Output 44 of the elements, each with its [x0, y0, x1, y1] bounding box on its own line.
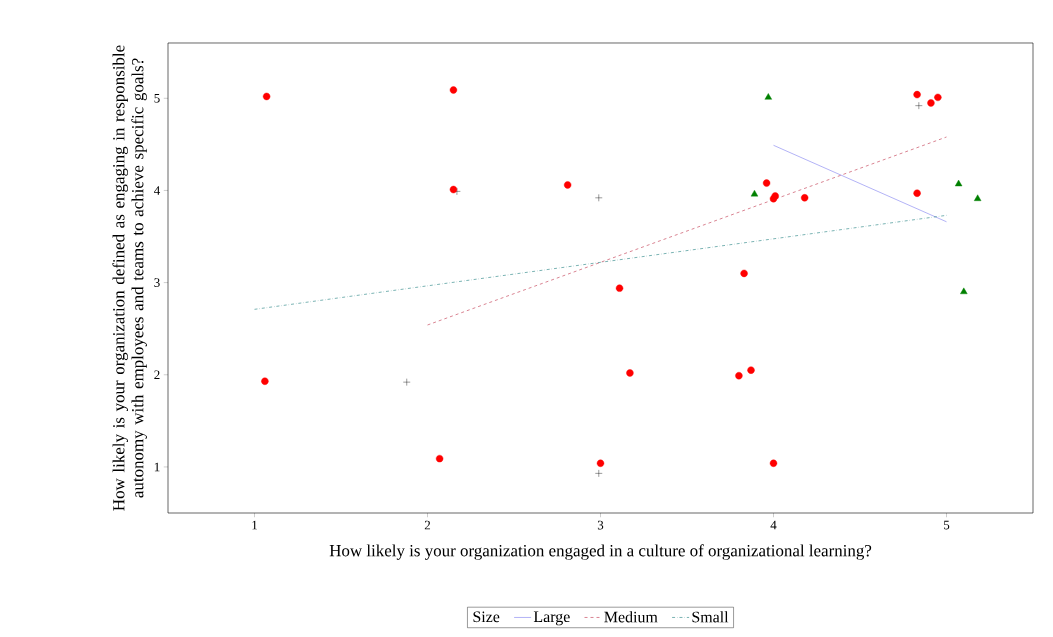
point: [740, 269, 748, 278]
point: [615, 284, 624, 292]
point: [974, 194, 982, 201]
point: [800, 194, 809, 202]
point: [769, 459, 778, 467]
x-axis-title: How likely is your organization engaged in a culture of organizational learning?: [329, 544, 872, 560]
point: [261, 377, 269, 385]
legend-title: Size: [473, 611, 500, 623]
x-tick-label: 3: [597, 520, 604, 530]
point: [449, 86, 458, 94]
y-tick-label: 2: [154, 370, 160, 380]
point: [913, 189, 921, 197]
legend-label: Large: [533, 611, 570, 626]
point: [764, 93, 772, 100]
point: [403, 378, 411, 386]
x-tick-label: 2: [424, 520, 431, 530]
y-axis-title: How likely is your organization defined as engaging in responsible autonomy with employees and teams to achieve specific goals?: [112, 45, 147, 511]
point: [750, 189, 759, 197]
y-tick-label: 1: [154, 462, 160, 472]
y-tick-label: 3: [154, 278, 160, 287]
legend-label: Medium: [604, 611, 658, 623]
point: [915, 101, 923, 110]
x-tick-label: 1: [252, 520, 257, 530]
point: [762, 179, 771, 187]
point: [595, 194, 603, 202]
x-tick-label: 4: [770, 520, 777, 530]
x-tick-label: 5: [944, 520, 950, 530]
point: [563, 181, 572, 189]
point: [626, 369, 634, 377]
point: [960, 287, 968, 295]
y-tick-label: 4: [154, 186, 161, 195]
point: [262, 92, 271, 101]
point: [595, 469, 603, 478]
legend-label: Small: [692, 611, 729, 623]
y-tick-label: 5: [154, 93, 160, 103]
point: [435, 454, 444, 463]
point: [913, 90, 921, 99]
point: [596, 459, 605, 467]
point: [934, 93, 942, 102]
point: [927, 99, 935, 107]
point: [735, 372, 743, 380]
point: [954, 179, 963, 187]
point: [449, 185, 458, 194]
point: [747, 366, 755, 374]
